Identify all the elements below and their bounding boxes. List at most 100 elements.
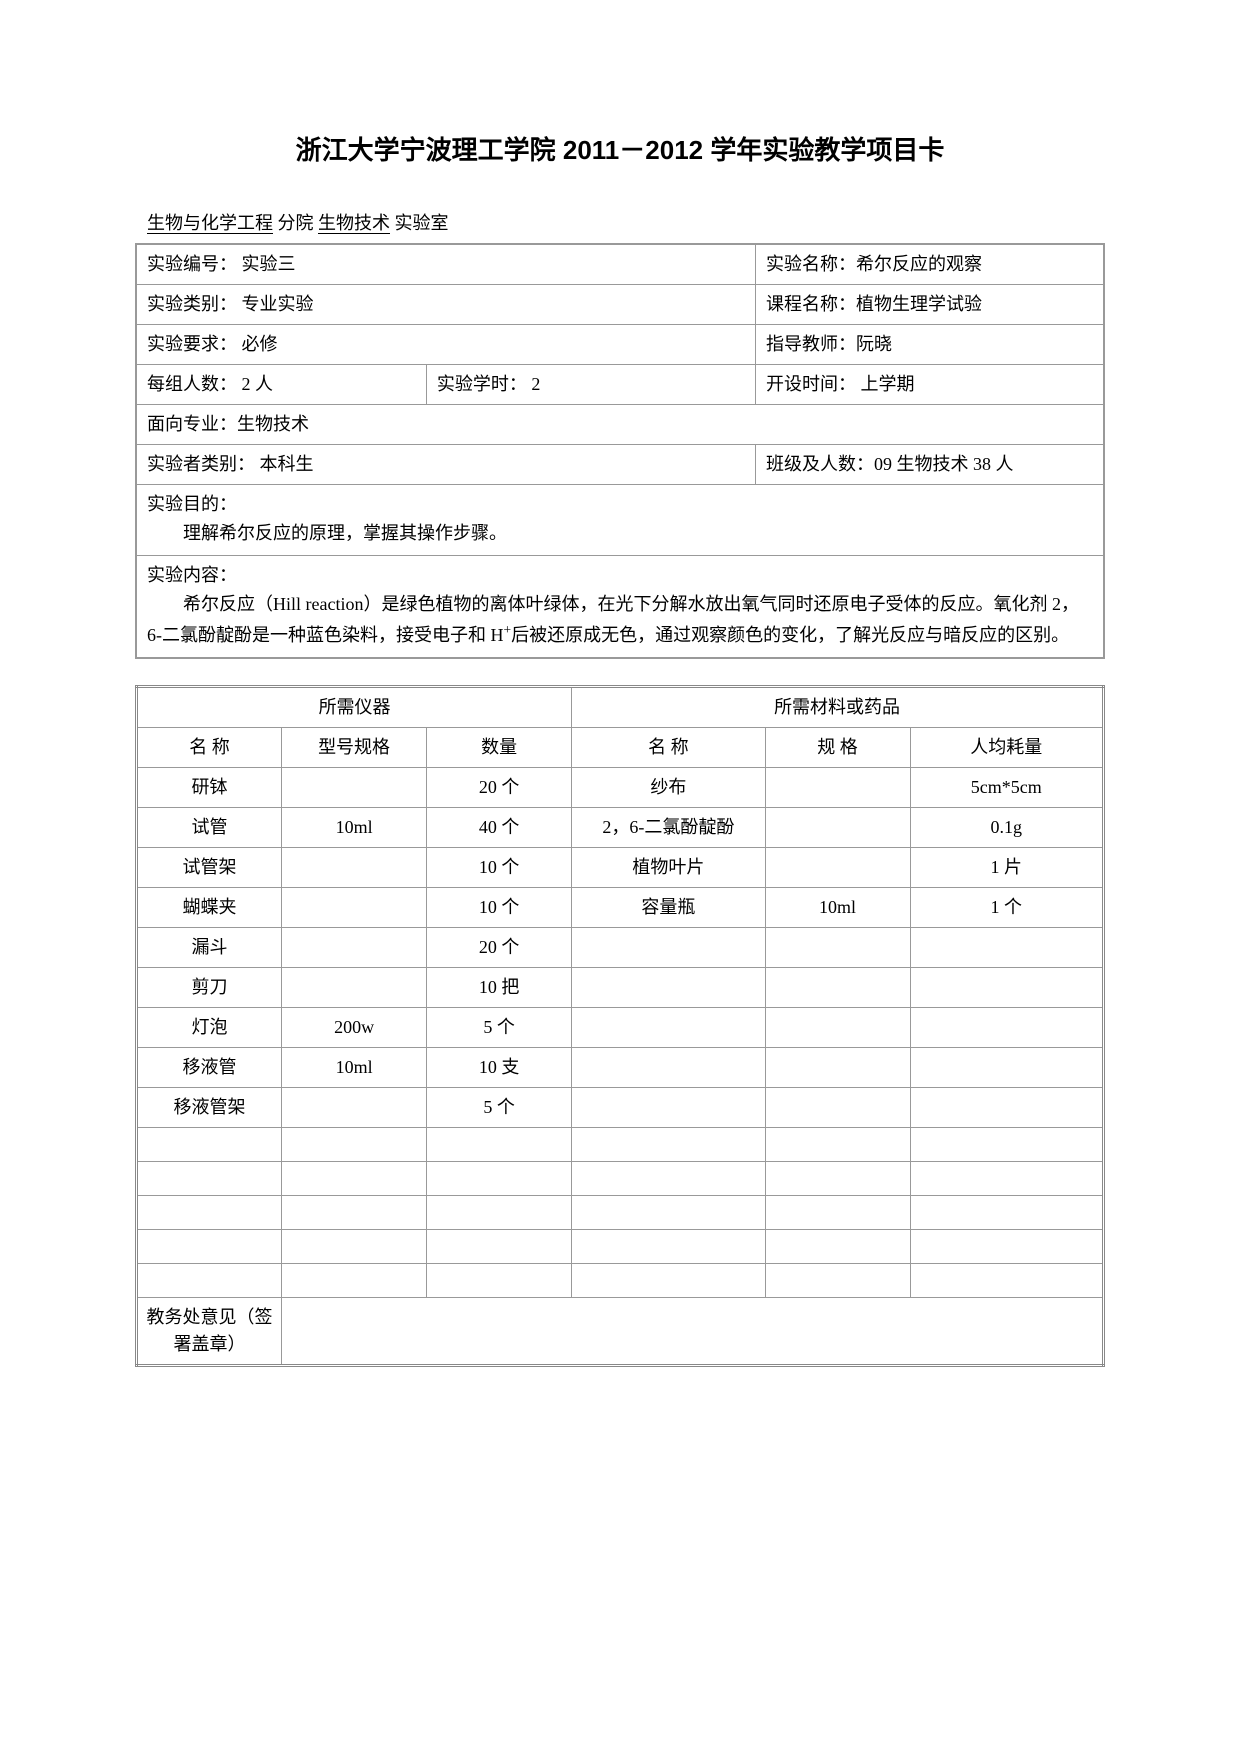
table-cell: [282, 887, 427, 927]
table-cell: 试管: [137, 807, 282, 847]
table-cell: 5 个: [427, 1007, 572, 1047]
materials-header: 所需材料或药品: [572, 686, 1104, 727]
table-cell: 0.1g: [910, 807, 1103, 847]
table-cell: [572, 1263, 765, 1297]
content-text-part2: 后被还原成无色，通过观察颜色的变化，了解光反应与暗反应的区别。: [511, 625, 1069, 645]
purpose-heading: 实验目的：: [147, 491, 1093, 518]
table-cell: 10ml: [765, 887, 910, 927]
table-cell: 10 个: [427, 847, 572, 887]
content-sup: +: [504, 622, 512, 637]
col-mat-usage: 人均耗量: [910, 727, 1103, 767]
student-type-cell: 实验者类别： 本科生: [136, 445, 756, 485]
table-cell: [765, 1263, 910, 1297]
table-cell: 10 把: [427, 967, 572, 1007]
table-cell: 容量瓶: [572, 887, 765, 927]
table-cell: [910, 1087, 1103, 1127]
table-cell: 纱布: [572, 767, 765, 807]
subtitle-mid1: 分院: [273, 213, 318, 233]
materials-table: 所需仪器 所需材料或药品 名 称 型号规格 数量 名 称 规 格 人均耗量 研钵…: [135, 685, 1105, 1367]
table-cell: [427, 1127, 572, 1161]
table-cell: [910, 1127, 1103, 1161]
table-cell: [765, 1195, 910, 1229]
footer-label-cell: 教务处意见（签署盖章）: [137, 1297, 282, 1365]
table-cell: [282, 1195, 427, 1229]
table-row: 漏斗20 个: [137, 927, 1104, 967]
group-size-cell: 每组人数： 2 人: [136, 365, 426, 405]
table-row: [137, 1161, 1104, 1195]
table-cell: [137, 1161, 282, 1195]
table-cell: [910, 967, 1103, 1007]
table-row: [137, 1263, 1104, 1297]
info-table: 实验编号： 实验三 实验名称：希尔反应的观察 实验类别： 专业实验 课程名称：植…: [135, 243, 1105, 659]
table-cell: [137, 1229, 282, 1263]
table-cell: 200w: [282, 1007, 427, 1047]
table-row: [137, 1127, 1104, 1161]
table-cell: [765, 847, 910, 887]
table-cell: 10ml: [282, 807, 427, 847]
table-cell: 10 支: [427, 1047, 572, 1087]
subtitle-dept: 生物与化学工程: [147, 213, 273, 233]
table-cell: 20 个: [427, 927, 572, 967]
hours-cell: 实验学时： 2: [426, 365, 755, 405]
teacher-cell: 指导教师：阮晓: [756, 325, 1105, 365]
subtitle-mid2: 实验室: [390, 213, 449, 233]
table-cell: [427, 1161, 572, 1195]
table-cell: [765, 1047, 910, 1087]
table-cell: [765, 1229, 910, 1263]
col-name: 名 称: [137, 727, 282, 767]
table-row: 研钵 20 个纱布 5cm*5cm: [137, 767, 1104, 807]
table-cell: [282, 967, 427, 1007]
col-qty: 数量: [427, 727, 572, 767]
table-cell: [765, 1127, 910, 1161]
table-cell: 灯泡: [137, 1007, 282, 1047]
table-cell: [765, 1007, 910, 1047]
table-cell: [765, 1087, 910, 1127]
table-cell: 移液管: [137, 1047, 282, 1087]
footer-empty-cell: [282, 1297, 1104, 1365]
table-cell: [910, 927, 1103, 967]
table-row: [137, 1229, 1104, 1263]
page-title: 浙江大学宁波理工学院 2011－2012 学年实验教学项目卡: [135, 130, 1105, 167]
table-cell: [137, 1263, 282, 1297]
table-row: 试管10ml40 个2，6-二氯酚靛酚 0.1g: [137, 807, 1104, 847]
subtitle-lab: 生物技术: [318, 213, 390, 233]
major-cell: 面向专业：生物技术: [136, 405, 1104, 445]
table-cell: [282, 1263, 427, 1297]
table-cell: 20 个: [427, 767, 572, 807]
table-cell: 5cm*5cm: [910, 767, 1103, 807]
col-mat-name: 名 称: [572, 727, 765, 767]
content-cell: 实验内容： 希尔反应（Hill reaction）是绿色植物的离体叶绿体，在光下…: [136, 555, 1104, 658]
table-cell: [765, 1161, 910, 1195]
table-cell: 2，6-二氯酚靛酚: [572, 807, 765, 847]
table-cell: 40 个: [427, 807, 572, 847]
exp-req-cell: 实验要求： 必修: [136, 325, 756, 365]
table-cell: [137, 1127, 282, 1161]
table-row: 剪刀10 把: [137, 967, 1104, 1007]
table-cell: [427, 1229, 572, 1263]
table-cell: [427, 1195, 572, 1229]
table-cell: [910, 1047, 1103, 1087]
table-row: 移液管10ml10 支: [137, 1047, 1104, 1087]
table-cell: [137, 1195, 282, 1229]
table-cell: [910, 1263, 1103, 1297]
table-cell: 5 个: [427, 1087, 572, 1127]
table-cell: 1 片: [910, 847, 1103, 887]
table-cell: [572, 1229, 765, 1263]
table-cell: [910, 1229, 1103, 1263]
table-cell: [282, 1229, 427, 1263]
table-row: 蝴蝶夹10 个容量瓶10ml1 个: [137, 887, 1104, 927]
table-cell: [572, 1087, 765, 1127]
class-size-cell: 班级及人数：09 生物技术 38 人: [756, 445, 1105, 485]
table-row: 灯泡200w5 个: [137, 1007, 1104, 1047]
table-cell: 研钵: [137, 767, 282, 807]
exp-type-cell: 实验类别： 专业实验: [136, 285, 756, 325]
table-cell: [765, 967, 910, 1007]
purpose-cell: 实验目的： 理解希尔反应的原理，掌握其操作步骤。: [136, 485, 1104, 556]
table-cell: 植物叶片: [572, 847, 765, 887]
table-cell: [765, 767, 910, 807]
time-cell: 开设时间： 上学期: [756, 365, 1105, 405]
table-cell: [910, 1195, 1103, 1229]
table-cell: [427, 1263, 572, 1297]
subtitle-line: 生物与化学工程 分院 生物技术 实验室: [135, 209, 1105, 235]
table-cell: [282, 927, 427, 967]
